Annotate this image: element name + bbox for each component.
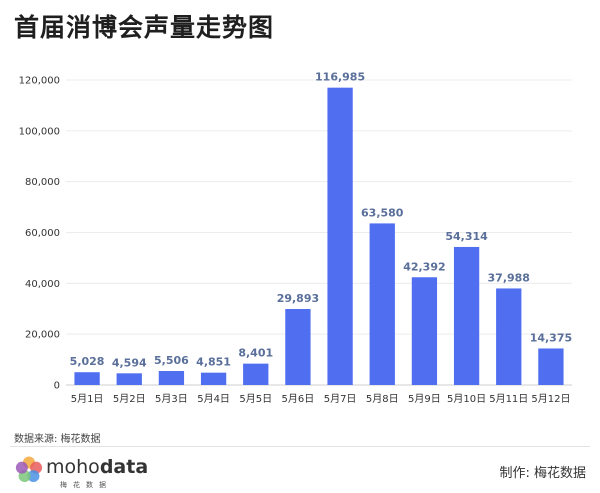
data-label: 4,851	[196, 356, 231, 369]
y-tick-label: 80,000	[25, 177, 60, 188]
maker-credit: 制作: 梅花数据	[499, 466, 586, 481]
data-label: 116,985	[315, 71, 365, 84]
y-tick-label: 100,000	[19, 126, 60, 137]
data-label: 37,988	[488, 271, 530, 284]
grid-lines	[66, 79, 572, 386]
logo-word-part2: data	[99, 456, 149, 478]
bars	[74, 87, 564, 386]
x-tick-label: 5月11日	[489, 393, 528, 405]
x-tick-label: 5月12日	[531, 393, 570, 405]
x-tick-label: 5月7日	[324, 393, 357, 405]
data-label: 5,506	[154, 354, 189, 367]
bar	[116, 373, 142, 385]
brand-logo: mohodata 梅花数据	[14, 455, 148, 489]
x-tick-label: 5月4日	[197, 393, 230, 405]
logo-word-part1: moho	[46, 456, 100, 478]
y-tick-label: 40,000	[25, 279, 60, 290]
x-tick-label: 5月8日	[366, 393, 399, 405]
x-tick-label: 5月2日	[113, 393, 146, 405]
page-title: 首届消博会声量走势图	[14, 13, 275, 42]
data-label: 42,392	[403, 260, 445, 273]
bar	[74, 372, 100, 385]
bar	[158, 371, 185, 385]
bar	[200, 372, 227, 385]
data-label: 5,028	[70, 355, 105, 368]
logo-subtitle: 梅花数据	[60, 481, 112, 489]
y-axis-ticks: 0 20,000 40,000 60,000 80,000 100,000 120,000	[19, 76, 60, 392]
data-label: 63,580	[361, 206, 404, 219]
bar	[243, 363, 269, 385]
y-tick-label: 60,000	[25, 228, 60, 239]
x-tick-label: 5月10日	[447, 393, 486, 405]
data-label: 4,594	[112, 356, 147, 369]
x-axis-ticks: 5月1日 5月2日 5月3日 5月4日 5月5日 5月6日 5月7日 5月8日 5月9日 5月10…	[71, 393, 571, 405]
data-label: 29,893	[277, 292, 319, 305]
flower-logo-icon	[15, 456, 43, 483]
bar	[453, 246, 480, 385]
x-tick-label: 5月5日	[239, 393, 272, 405]
bar	[538, 348, 564, 385]
bar-chart: 020,00040,00060,00080,000100,000120,000 …	[19, 71, 573, 405]
x-tick-label: 5月1日	[71, 393, 104, 405]
footer-divider	[10, 446, 590, 447]
logo-petal	[27, 470, 40, 483]
bar	[411, 277, 438, 385]
data-label: 14,375	[530, 331, 572, 344]
bar	[285, 309, 311, 385]
logo-petal	[15, 461, 28, 474]
data-label: 54,314	[445, 230, 488, 243]
x-tick-label: 5月3日	[155, 393, 188, 405]
x-tick-label: 5月9日	[408, 393, 441, 405]
x-tick-label: 5月6日	[282, 393, 315, 405]
y-tick-label: 20,000	[25, 330, 60, 341]
logo-wordmark: mohodata	[46, 456, 148, 478]
bar	[369, 223, 395, 385]
y-tick-label: 0	[54, 381, 60, 392]
data-source-note: 数据来源: 梅花数据	[14, 434, 101, 445]
value-labels: 5,028 4,594 5,506 4,851 8,401 29,893 116,985 63…	[70, 71, 572, 370]
bar	[496, 288, 522, 385]
bar	[327, 87, 353, 386]
y-tick-label: 120,000	[19, 76, 60, 87]
data-label: 8,401	[238, 347, 273, 360]
